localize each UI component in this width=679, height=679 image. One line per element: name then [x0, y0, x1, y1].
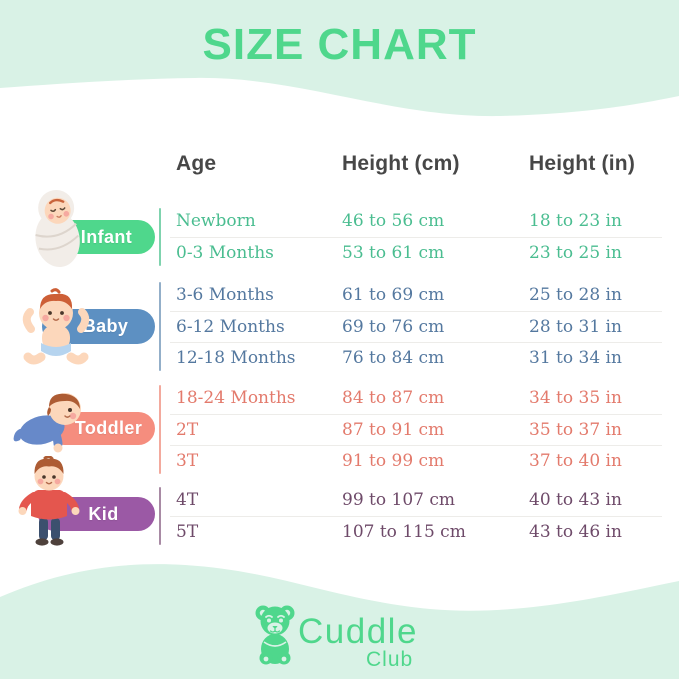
- group-indicator-kid: [159, 487, 161, 545]
- cell-height-cm: 69 to 76 cm: [342, 317, 445, 337]
- header-wave: [0, 0, 679, 117]
- cell-age: 12-18 Months: [176, 348, 296, 368]
- cell-height-in: 18 to 23 in: [529, 211, 622, 231]
- cell-age: 18-24 Months: [176, 388, 296, 408]
- table-row: 18-24 Months 84 to 87 cm 34 to 35 in: [170, 383, 662, 414]
- cell-height-in: 35 to 37 in: [529, 420, 622, 440]
- group-indicator-toddler: [159, 385, 161, 474]
- table-row: 0-3 Months 53 to 61 cm 23 to 25 in: [170, 237, 662, 268]
- infant-illustration: [35, 189, 80, 268]
- cell-height-in: 40 to 43 in: [529, 490, 622, 510]
- cell-height-cm: 84 to 87 cm: [342, 388, 445, 408]
- group-indicator-baby: [159, 282, 161, 371]
- column-header-height-in: Height (in): [529, 152, 636, 175]
- cell-height-in: 23 to 25 in: [529, 243, 622, 263]
- cell-height-in: 34 to 35 in: [529, 388, 622, 408]
- table-row: Newborn 46 to 56 cm 18 to 23 in: [170, 206, 662, 237]
- kid-illustration: [18, 456, 80, 546]
- cell-age: 6-12 Months: [176, 317, 285, 337]
- baby-rows: 3-6 Months 61 to 69 cm 25 to 28 in 6-12 …: [170, 280, 662, 373]
- cell-age: Newborn: [176, 211, 256, 231]
- cell-height-in: 31 to 34 in: [529, 348, 622, 368]
- table-row: 4T 99 to 107 cm 40 to 43 in: [170, 485, 662, 516]
- brand-subname: Club: [366, 648, 414, 671]
- cell-height-cm: 46 to 56 cm: [342, 211, 445, 231]
- teddy-bear-icon: [255, 605, 295, 665]
- footer-wave: [0, 564, 679, 679]
- table-row: 12-18 Months 76 to 84 cm 31 to 34 in: [170, 342, 662, 373]
- cell-age: 3-6 Months: [176, 285, 274, 305]
- cell-height-cm: 91 to 99 cm: [342, 451, 445, 471]
- baby-illustration: [22, 288, 90, 365]
- column-header-age: Age: [176, 152, 217, 175]
- toddler-illustration: [13, 393, 81, 453]
- table-row: 3T 91 to 99 cm 37 to 40 in: [170, 445, 662, 476]
- cell-height-cm: 76 to 84 cm: [342, 348, 445, 368]
- group-label-toddler: Toddler: [74, 418, 143, 438]
- table-row: 3-6 Months 61 to 69 cm 25 to 28 in: [170, 280, 662, 311]
- column-header-height-cm: Height (cm): [342, 152, 460, 175]
- group-label-baby: Baby: [82, 316, 129, 336]
- cell-age: 5T: [176, 522, 199, 542]
- cell-height-cm: 53 to 61 cm: [342, 243, 445, 263]
- cell-height-cm: 87 to 91 cm: [342, 420, 445, 440]
- cell-height-in: 37 to 40 in: [529, 451, 622, 471]
- cell-age: 2T: [176, 420, 199, 440]
- table-row: 5T 107 to 115 cm 43 to 46 in: [170, 516, 662, 547]
- cell-age: 4T: [176, 490, 199, 510]
- cell-height-cm: 61 to 69 cm: [342, 285, 445, 305]
- cell-height-in: 25 to 28 in: [529, 285, 622, 305]
- cell-age: 0-3 Months: [176, 243, 274, 263]
- cell-height-cm: 99 to 107 cm: [342, 490, 455, 510]
- group-label-infant: Infant: [80, 226, 133, 247]
- table-row: 6-12 Months 69 to 76 cm 28 to 31 in: [170, 311, 662, 342]
- group-indicator-infant: [159, 208, 161, 266]
- page-title: SIZE CHART: [202, 20, 477, 69]
- brand-name: Cuddle: [298, 612, 418, 651]
- cell-age: 3T: [176, 451, 199, 471]
- infant-rows: Newborn 46 to 56 cm 18 to 23 in 0-3 Mont…: [170, 206, 662, 268]
- group-label-kid: Kid: [88, 503, 119, 524]
- kid-rows: 4T 99 to 107 cm 40 to 43 in 5T 107 to 11…: [170, 485, 662, 547]
- cell-height-in: 43 to 46 in: [529, 522, 622, 542]
- cell-height-in: 28 to 31 in: [529, 317, 622, 337]
- cell-height-cm: 107 to 115 cm: [342, 522, 466, 542]
- toddler-rows: 18-24 Months 84 to 87 cm 34 to 35 in 2T …: [170, 383, 662, 476]
- table-row: 2T 87 to 91 cm 35 to 37 in: [170, 414, 662, 445]
- column-headers: Age Height (cm) Height (in): [0, 152, 679, 182]
